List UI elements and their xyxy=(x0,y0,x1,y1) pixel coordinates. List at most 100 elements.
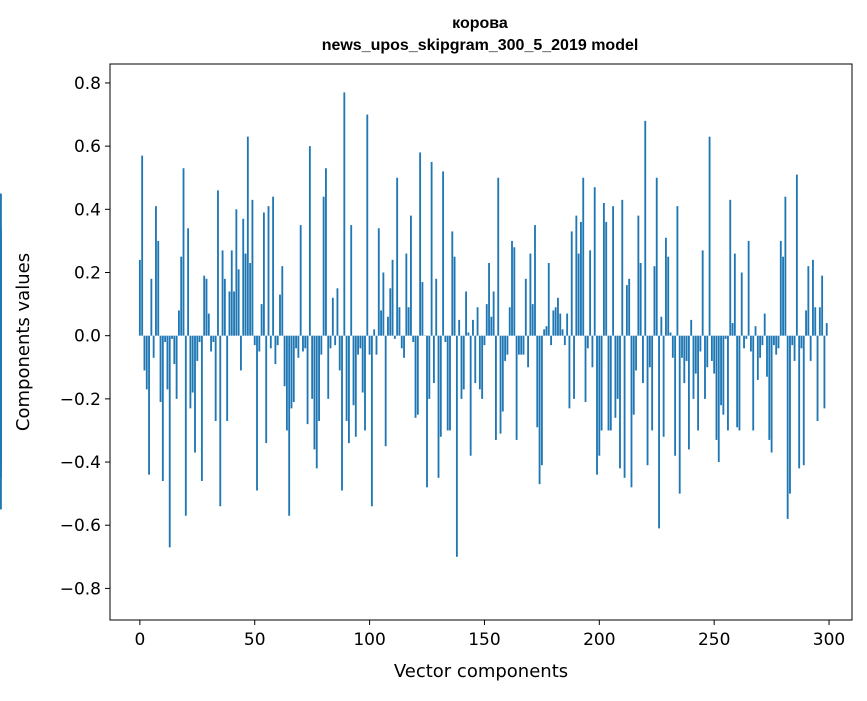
bar xyxy=(683,336,685,383)
bar xyxy=(157,241,159,336)
bar xyxy=(759,336,761,358)
bar xyxy=(277,336,279,345)
bar xyxy=(318,336,320,421)
bar xyxy=(380,310,382,335)
bar xyxy=(180,257,182,336)
bar xyxy=(663,336,665,437)
bar xyxy=(263,212,265,335)
y-axis-label: Components values xyxy=(13,253,34,431)
bar xyxy=(647,336,649,466)
bar xyxy=(702,250,704,335)
bar xyxy=(718,336,720,462)
bar xyxy=(226,336,228,421)
bar xyxy=(513,247,515,335)
bar xyxy=(286,336,288,431)
bar xyxy=(458,320,460,336)
bar xyxy=(325,168,327,335)
bar xyxy=(454,257,456,336)
bar xyxy=(810,336,812,361)
bar xyxy=(258,336,260,352)
bar xyxy=(274,336,276,364)
bar xyxy=(497,178,499,336)
bar xyxy=(164,336,166,342)
bar xyxy=(674,336,676,456)
bar xyxy=(488,263,490,336)
bar xyxy=(201,336,203,481)
bar xyxy=(249,263,251,336)
bar xyxy=(539,336,541,484)
bar xyxy=(484,336,486,345)
bar xyxy=(139,260,141,336)
bar xyxy=(247,137,249,336)
bar xyxy=(635,336,637,371)
y-tick-label: 0.6 xyxy=(74,137,101,157)
bar xyxy=(676,206,678,336)
bar xyxy=(203,276,205,336)
x-axis-label: Vector components xyxy=(394,661,568,682)
bar xyxy=(470,336,472,456)
bar xyxy=(589,250,591,335)
chart-subtitle: news_upos_skipgram_300_5_2019 model xyxy=(322,37,639,54)
bar xyxy=(389,288,391,335)
bar xyxy=(171,336,173,339)
bar xyxy=(798,336,800,469)
bar xyxy=(169,336,171,548)
bar xyxy=(323,197,325,336)
bar xyxy=(146,336,148,390)
bar xyxy=(580,222,582,336)
bar xyxy=(219,336,221,507)
bar xyxy=(741,273,743,336)
bar xyxy=(284,336,286,387)
bar xyxy=(523,336,525,355)
bar xyxy=(727,336,729,431)
y-tick-label: 0.8 xyxy=(74,74,101,94)
x-tick-label: 250 xyxy=(698,630,730,650)
bar xyxy=(654,266,656,336)
bar xyxy=(582,178,584,336)
bar xyxy=(215,336,217,421)
bar xyxy=(435,279,437,336)
bar xyxy=(178,310,180,335)
bar xyxy=(626,285,628,336)
bar xyxy=(780,241,782,336)
bar xyxy=(309,146,311,336)
bar xyxy=(415,336,417,418)
bar xyxy=(656,178,658,336)
bar xyxy=(637,216,639,336)
bar xyxy=(709,137,711,336)
bar xyxy=(695,336,697,374)
bar xyxy=(419,152,421,335)
bar xyxy=(410,216,412,336)
bar xyxy=(824,336,826,409)
bar xyxy=(486,304,488,336)
bar xyxy=(155,206,157,336)
bar xyxy=(681,336,683,358)
bar xyxy=(782,257,784,336)
bar xyxy=(185,336,187,516)
bar xyxy=(734,254,736,336)
bar xyxy=(660,317,662,336)
x-tick-label: 300 xyxy=(813,630,845,650)
bar xyxy=(504,336,506,361)
bar xyxy=(270,336,272,349)
bar xyxy=(665,238,667,336)
bar xyxy=(189,336,191,409)
bar xyxy=(433,336,435,383)
bar xyxy=(438,336,440,478)
bar xyxy=(447,336,449,431)
bar xyxy=(764,314,766,336)
bar xyxy=(559,314,561,336)
bar xyxy=(826,323,828,336)
bar xyxy=(173,336,175,364)
bar xyxy=(649,336,651,368)
bar xyxy=(807,266,809,336)
bar xyxy=(295,336,297,349)
bar xyxy=(596,336,598,475)
bar xyxy=(442,171,444,335)
bar xyxy=(789,336,791,494)
bar xyxy=(716,336,718,440)
bar xyxy=(706,336,708,368)
bar xyxy=(320,336,322,355)
bar xyxy=(222,250,224,335)
